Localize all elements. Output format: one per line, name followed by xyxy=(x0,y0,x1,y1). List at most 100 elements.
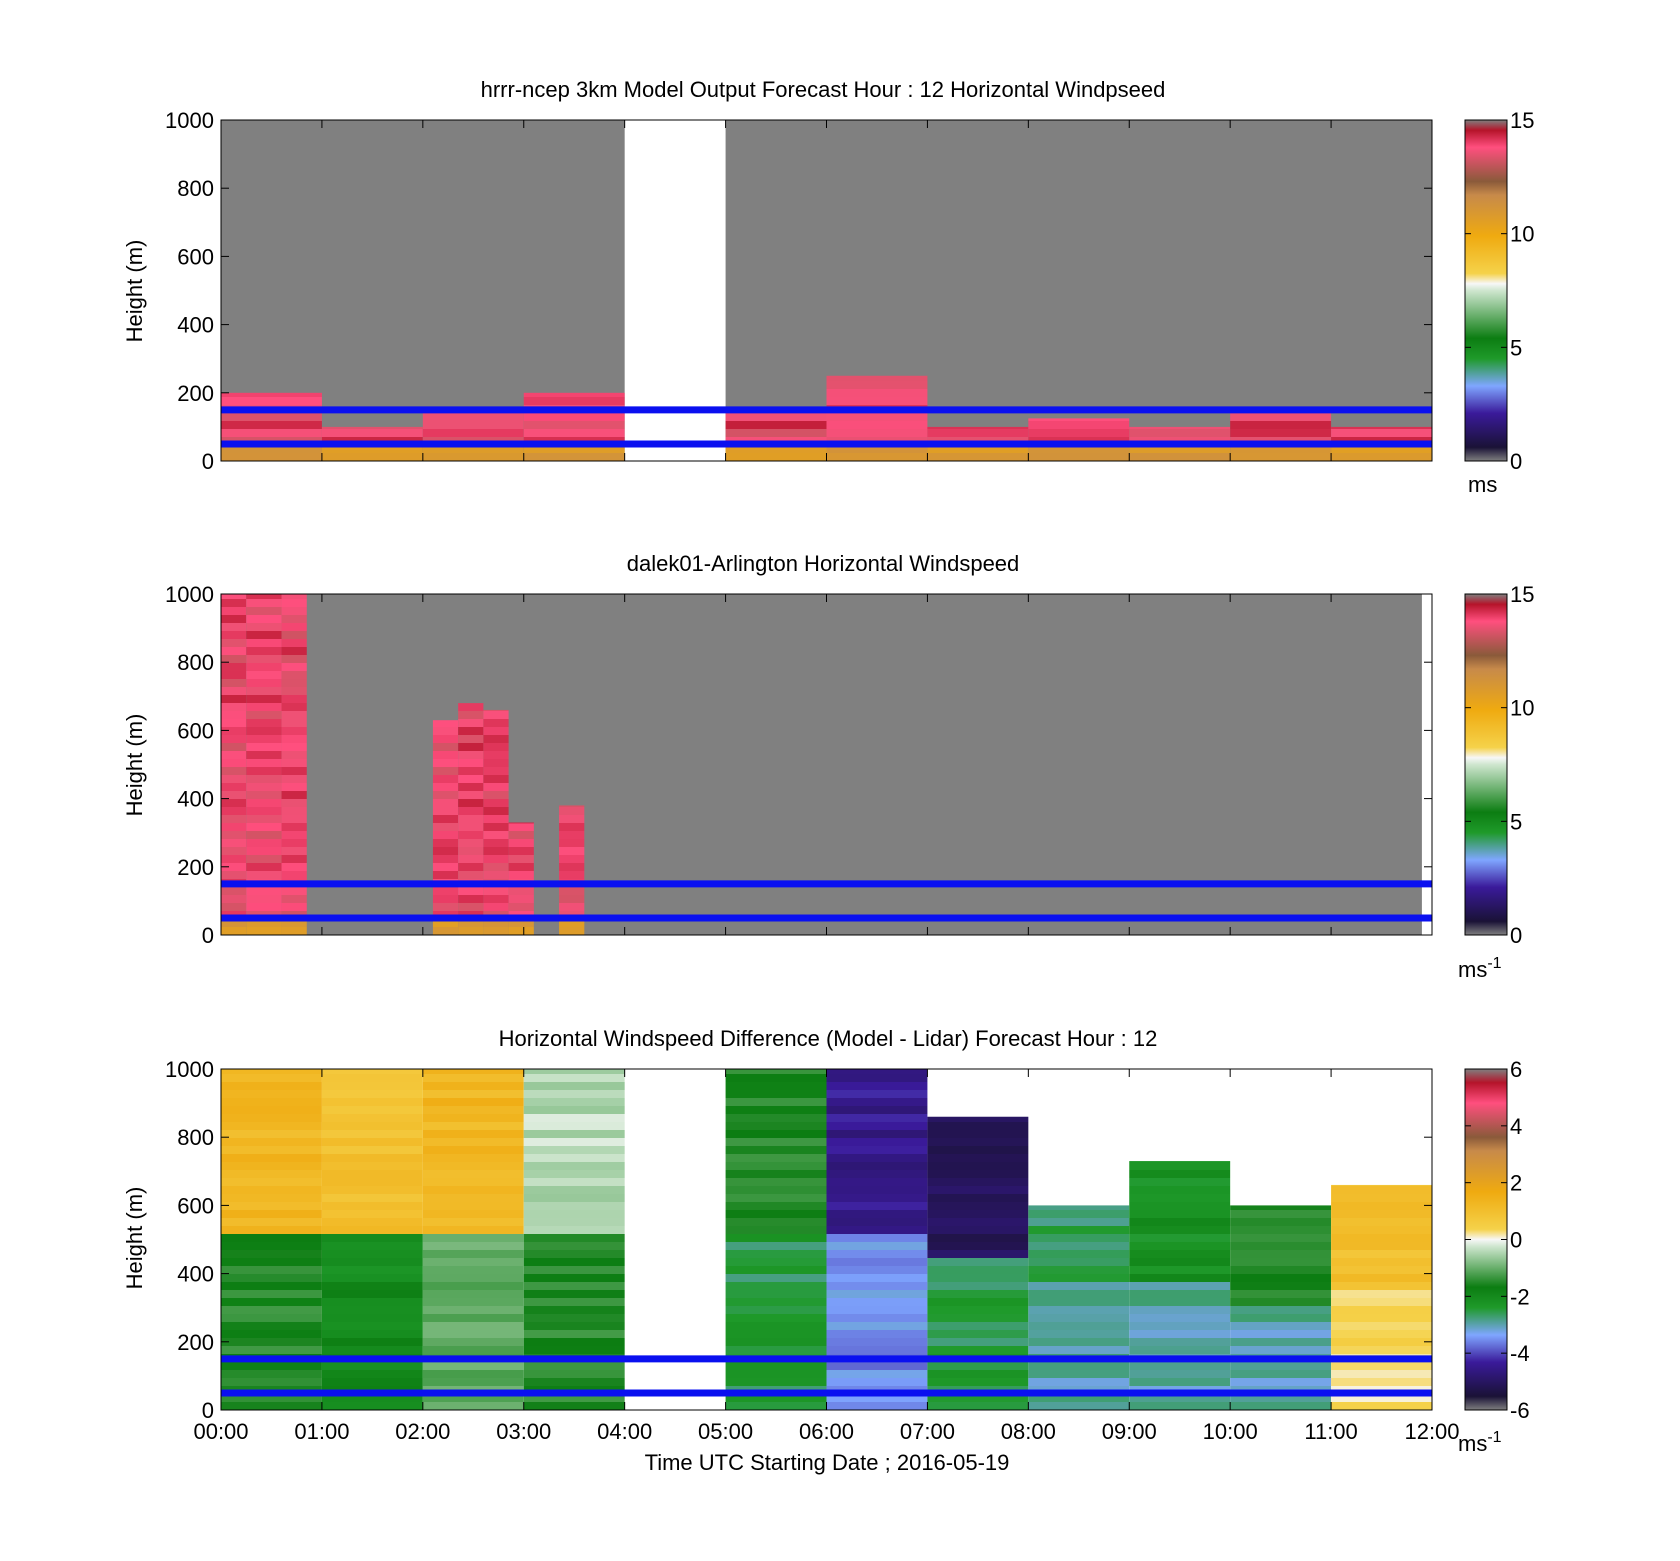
heatmap-cell xyxy=(524,1282,625,1290)
colorbar-unit: ms-1 xyxy=(1458,955,1502,982)
heatmap-cell xyxy=(322,1282,423,1290)
heatmap-cell xyxy=(559,847,584,855)
heatmap-cell xyxy=(246,775,281,783)
heatmap-cell xyxy=(433,871,458,879)
heatmap-cell xyxy=(524,1378,625,1386)
colorbar-tick-label: 15 xyxy=(1510,108,1534,133)
heatmap-cell xyxy=(559,839,584,847)
heatmap-cell xyxy=(1230,1282,1331,1290)
heatmap-cell xyxy=(423,1306,524,1314)
heatmap-cell xyxy=(423,1074,524,1082)
heatmap-cell xyxy=(221,1258,322,1266)
heatmap-cell xyxy=(433,823,458,831)
heatmap-cell xyxy=(423,1186,524,1194)
heatmap-cell xyxy=(1129,1402,1230,1410)
heatmap-cell xyxy=(1129,1186,1230,1194)
heatmap-cell xyxy=(1331,453,1432,461)
heatmap-cell xyxy=(483,735,508,743)
heatmap-cell xyxy=(509,822,534,823)
heatmap-cell xyxy=(1230,1218,1331,1226)
heatmap-cell xyxy=(322,1082,423,1090)
heatmap-cell xyxy=(433,735,458,743)
heatmap-cell xyxy=(1028,1378,1129,1386)
heatmap-cell xyxy=(509,863,534,871)
heatmap-cell xyxy=(246,871,281,879)
heatmap-cell xyxy=(726,413,827,421)
heatmap-cell xyxy=(559,807,584,815)
heatmap-cell xyxy=(726,453,827,461)
unit-base: ms xyxy=(1458,1431,1487,1456)
heatmap-cell xyxy=(726,1250,827,1258)
heatmap-cell xyxy=(246,863,281,871)
heatmap-cell xyxy=(827,1330,928,1338)
heatmap-cell xyxy=(1028,421,1129,429)
heatmap-cell xyxy=(221,839,246,847)
plot-area: 0 200 400 600 800 1000 xyxy=(165,582,1432,948)
heatmap-cell xyxy=(1331,1186,1432,1194)
heatmap-cell xyxy=(221,1346,322,1354)
unit-exponent: -1 xyxy=(1487,1429,1501,1446)
heatmap-cell xyxy=(221,1274,322,1282)
heatmap-cell xyxy=(423,1130,524,1138)
heatmap-cell xyxy=(282,647,307,655)
heatmap-cell xyxy=(524,1106,625,1114)
heatmap-cell xyxy=(1129,1250,1230,1258)
heatmap-cell xyxy=(524,1069,625,1074)
heatmap-cell xyxy=(246,735,281,743)
heatmap-cell xyxy=(483,751,508,759)
heatmap-cell xyxy=(423,1069,524,1074)
heatmap-cell xyxy=(827,1162,928,1170)
heatmap-cell xyxy=(282,775,307,783)
heatmap-cell xyxy=(483,710,508,711)
heatmap-cell xyxy=(927,1298,1028,1306)
heatmap-cell xyxy=(221,1298,322,1306)
heatmap-cell xyxy=(322,1226,423,1234)
heatmap-cell xyxy=(433,895,458,903)
heatmap-cell xyxy=(827,1274,928,1282)
heatmap-cell xyxy=(509,839,534,847)
heatmap-cell xyxy=(246,823,281,831)
heatmap-cell xyxy=(282,895,307,903)
heatmap-cell xyxy=(509,831,534,839)
heatmap-cell xyxy=(509,887,534,895)
heatmap-cell xyxy=(1331,429,1432,437)
heatmap-cell xyxy=(423,1274,524,1282)
heatmap-cell xyxy=(282,711,307,719)
heatmap-cell xyxy=(524,1130,625,1138)
heatmap-cell xyxy=(1129,1226,1230,1234)
heatmap-cell xyxy=(221,421,322,429)
heatmap-cell xyxy=(221,1218,322,1226)
heatmap-cell xyxy=(433,839,458,847)
heatmap-cell xyxy=(458,887,483,895)
heatmap-cell xyxy=(1230,1378,1331,1386)
heatmap-cell xyxy=(322,1298,423,1306)
heatmap-cell xyxy=(246,751,281,759)
heatmap-cell xyxy=(458,711,483,719)
heatmap-cell xyxy=(221,807,246,815)
heatmap-cell xyxy=(1230,1250,1331,1258)
heatmap-cell xyxy=(423,1090,524,1098)
heatmap-cell xyxy=(927,1370,1028,1378)
colorbar-tick-label: 10 xyxy=(1510,222,1534,247)
plot-area: 0 200 400 600 800 1000 00:00 01:00 02:00 03:00 04:… xyxy=(165,1057,1459,1444)
heatmap-cell xyxy=(221,607,246,615)
heatmap-cell xyxy=(282,751,307,759)
heatmap-cell xyxy=(1028,1258,1129,1266)
heatmap-cell xyxy=(282,671,307,679)
colorbar-tick-label: -6 xyxy=(1510,1398,1530,1423)
heatmap-cell xyxy=(1331,1266,1432,1274)
heatmap-cell xyxy=(221,1250,322,1258)
heatmap-cell xyxy=(246,831,281,839)
heatmap-cell xyxy=(483,887,508,895)
heatmap-cell xyxy=(423,1170,524,1178)
heatmap-cell xyxy=(726,1138,827,1146)
heatmap-cell xyxy=(423,1194,524,1202)
heatmap-cell xyxy=(927,429,1028,437)
heatmap-cell xyxy=(458,807,483,815)
y-axis-label: Height (m) xyxy=(122,1187,147,1290)
heatmap-cell xyxy=(1028,1290,1129,1298)
heatmap-cell xyxy=(458,735,483,743)
heatmap-cell xyxy=(433,807,458,815)
heatmap-cell xyxy=(524,1162,625,1170)
heatmap-cell xyxy=(827,1210,928,1218)
